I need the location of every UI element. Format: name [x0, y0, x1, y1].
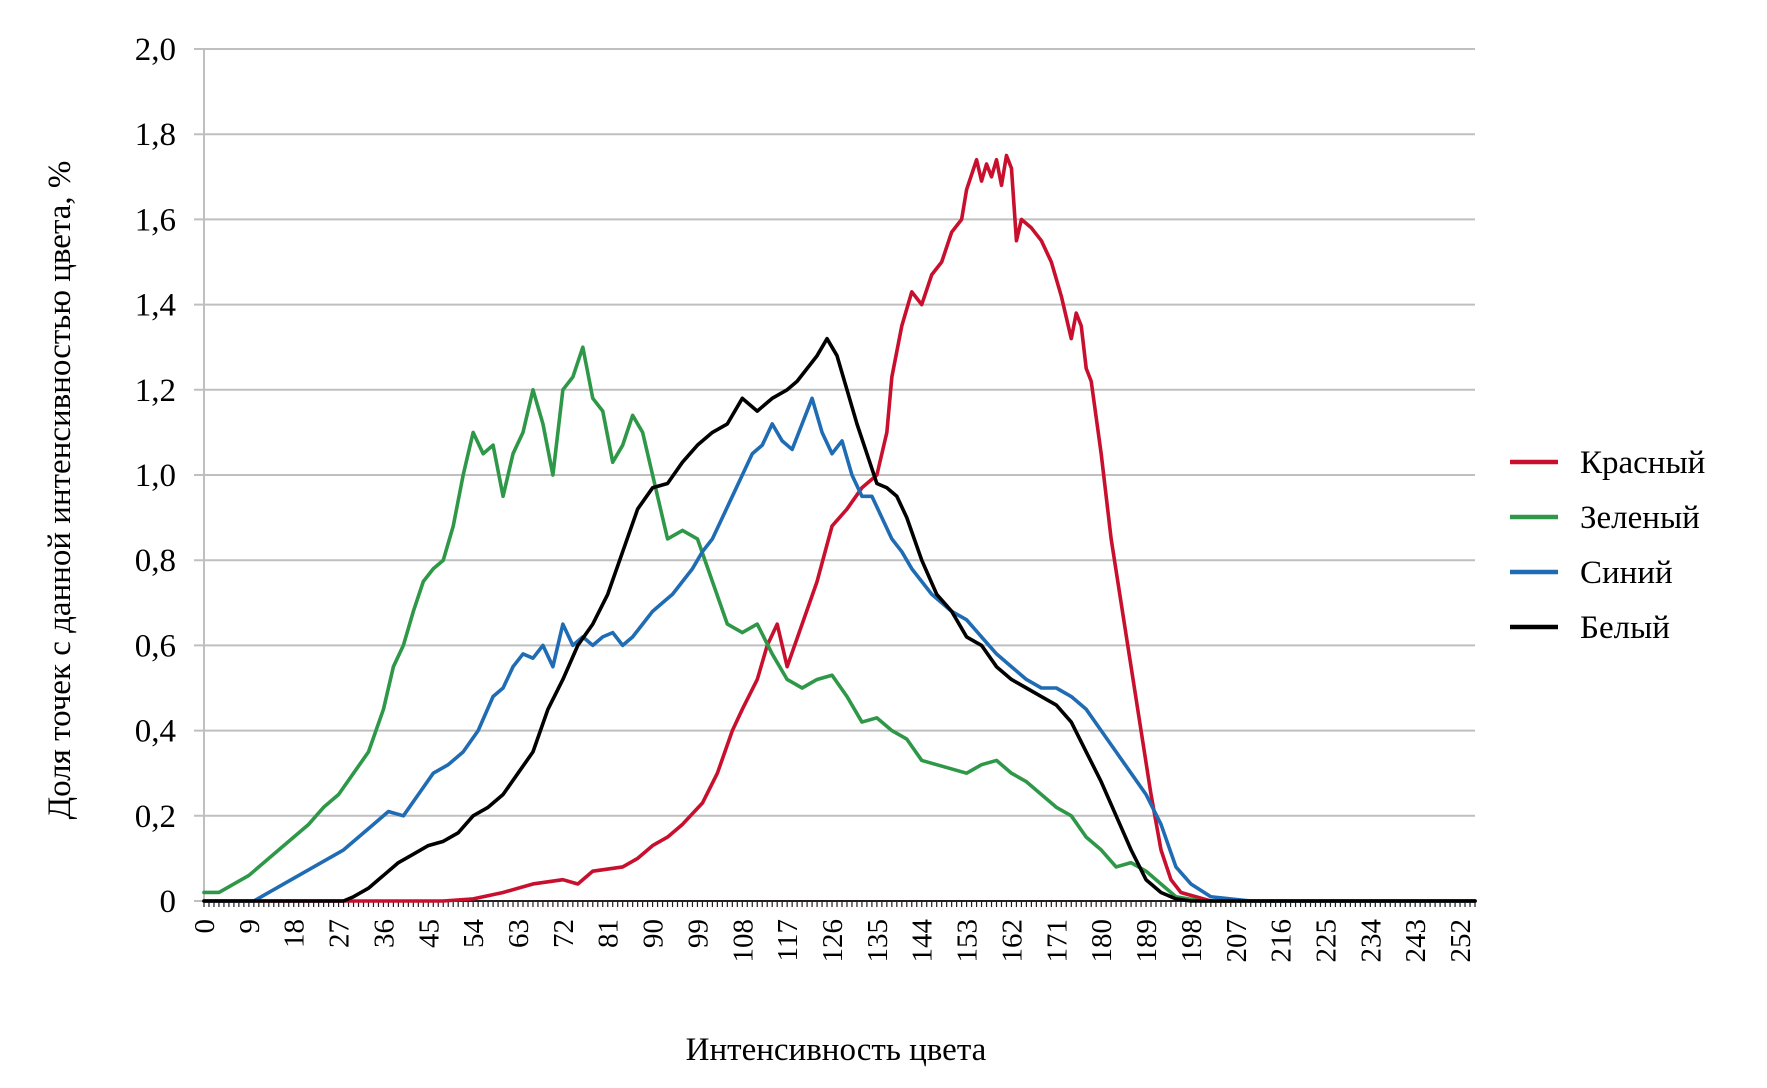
x-tick-label: 27: [324, 919, 356, 948]
y-tick-label: 0,4: [135, 714, 176, 750]
legend-label: Синий: [1580, 555, 1673, 591]
x-tick-label: 153: [952, 919, 984, 963]
y-tick-label: 1,4: [135, 288, 176, 324]
series-line-0: [202, 153, 1477, 903]
x-tick-label: 243: [1400, 919, 1432, 963]
series-line-2: [202, 396, 1477, 903]
x-tick-label: 135: [862, 919, 894, 963]
series-line-3: [202, 336, 1477, 903]
x-tick-label: 81: [593, 919, 625, 948]
x-tick-label: 171: [1041, 919, 1073, 963]
y-tick-label: 1,8: [135, 117, 176, 153]
x-tick-label: 252: [1445, 919, 1477, 963]
y-tick-label: 0,6: [135, 628, 176, 664]
y-tick-label: 0: [160, 884, 177, 920]
x-tick-label: 99: [682, 919, 714, 948]
y-tick-label: 0,2: [135, 799, 176, 835]
y-axis-title: Доля точек с данной интенсивностью цвета…: [42, 161, 78, 820]
x-tick-label: 63: [503, 919, 535, 948]
x-tick-label: 36: [368, 919, 400, 948]
legend-label: Белый: [1580, 610, 1670, 646]
y-tick-label: 1,0: [135, 458, 176, 494]
y-tick-label: 2,0: [135, 32, 176, 68]
x-tick-label: 198: [1176, 919, 1208, 963]
gridlines: [194, 48, 1475, 902]
x-tick-label: 9: [234, 919, 266, 934]
x-tick-label: 216: [1266, 919, 1298, 963]
x-tick-label: 234: [1355, 919, 1387, 963]
x-tick-label: 45: [413, 919, 445, 948]
x-axis-title: Интенсивность цвета: [686, 1032, 987, 1068]
x-tick-label: 189: [1131, 919, 1163, 963]
x-minor-ticks: [203, 901, 1476, 907]
legend-label: Зеленый: [1580, 500, 1700, 536]
x-tick-label: 90: [638, 919, 670, 948]
legend: Красный Зеленый Синий Белый: [1510, 445, 1705, 646]
x-tick-label: 162: [996, 919, 1028, 963]
series-lines: [202, 153, 1477, 903]
x-tick-label: 144: [907, 919, 939, 963]
x-tick-label: 18: [279, 919, 311, 948]
x-tick-label: 180: [1086, 919, 1118, 963]
y-tick-label: 1,2: [135, 373, 176, 409]
x-tick-label: 72: [548, 919, 580, 948]
x-axis: 0 9 18 27 36 45 54 63 72 81 90 99 108 117 126 135 144 153…: [189, 900, 1477, 963]
legend-label: Красный: [1580, 445, 1705, 481]
x-tick-label: 108: [727, 919, 759, 963]
x-tick-label: 225: [1310, 919, 1342, 963]
x-tick-label: 126: [817, 919, 849, 963]
y-axis: 0 0,2 0,4 0,6 0,8 1,0 1,2 1,4 1,6 1,8 2,0: [135, 32, 205, 920]
x-tick-label: 0: [189, 919, 221, 934]
series-line-1: [202, 345, 1477, 903]
x-tick-label: 207: [1221, 919, 1253, 963]
x-tick-label: 54: [458, 919, 490, 949]
y-tick-label: 1,6: [135, 202, 176, 238]
y-tick-label: 0,8: [135, 543, 176, 579]
x-tick-label: 117: [772, 919, 804, 961]
